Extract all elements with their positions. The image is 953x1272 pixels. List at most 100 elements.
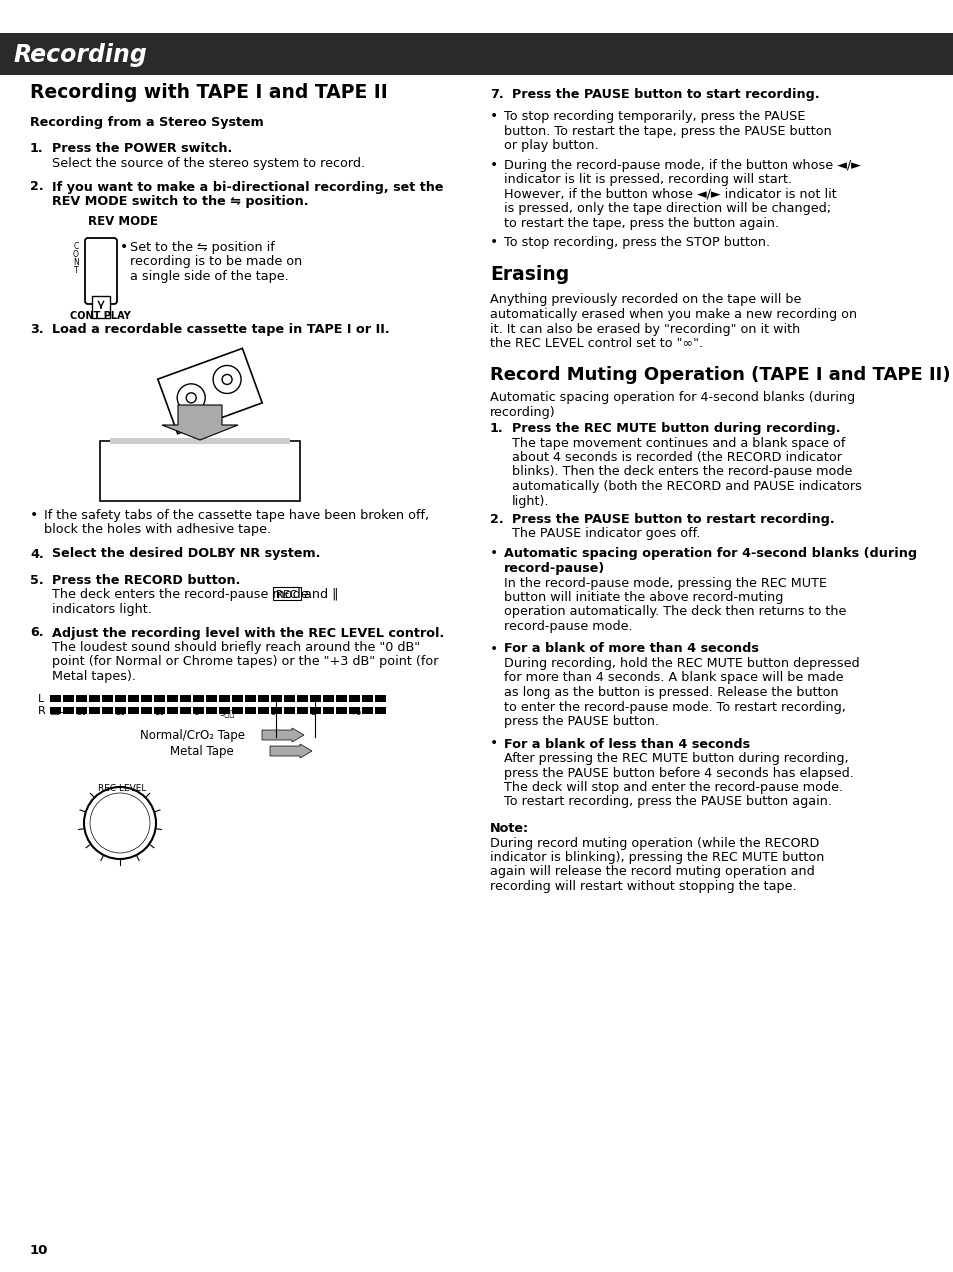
Text: 1.: 1. xyxy=(490,422,503,435)
Text: The deck will stop and enter the record-pause mode.: The deck will stop and enter the record-… xyxy=(503,781,842,794)
Text: as long as the button is pressed. Release the button: as long as the button is pressed. Releas… xyxy=(503,686,838,700)
Text: To restart recording, press the PAUSE button again.: To restart recording, press the PAUSE bu… xyxy=(503,795,831,809)
Bar xyxy=(335,707,347,714)
Text: During record muting operation (while the RECORD: During record muting operation (while th… xyxy=(490,837,819,850)
Text: Normal/CrO₂ Tape: Normal/CrO₂ Tape xyxy=(140,729,245,742)
Text: Erasing: Erasing xyxy=(490,265,569,284)
Text: •: • xyxy=(490,109,497,123)
Text: REC: REC xyxy=(275,590,296,600)
Text: C: C xyxy=(73,242,78,251)
Bar xyxy=(232,707,243,714)
Text: +6: +6 xyxy=(349,709,361,717)
Text: again will release the record muting operation and: again will release the record muting ope… xyxy=(490,865,814,879)
Text: •: • xyxy=(490,547,497,561)
Text: Press the PAUSE button to restart recording.: Press the PAUSE button to restart record… xyxy=(512,513,834,527)
Text: or play button.: or play button. xyxy=(503,139,598,151)
Bar xyxy=(102,695,112,702)
Text: to restart the tape, press the button again.: to restart the tape, press the button ag… xyxy=(503,216,779,229)
FancyArrow shape xyxy=(262,728,304,742)
Bar xyxy=(63,707,74,714)
Bar xyxy=(128,695,139,702)
Bar xyxy=(141,695,152,702)
Text: is pressed, only the tape direction will be changed;: is pressed, only the tape direction will… xyxy=(503,202,830,215)
Bar xyxy=(219,707,230,714)
Bar xyxy=(63,695,74,702)
Text: During recording, hold the REC MUTE button depressed: During recording, hold the REC MUTE butt… xyxy=(503,658,859,670)
Text: for more than 4 seconds. A blank space will be made: for more than 4 seconds. A blank space w… xyxy=(503,672,842,684)
Text: In the record-pause mode, pressing the REC MUTE: In the record-pause mode, pressing the R… xyxy=(503,576,826,589)
Bar xyxy=(50,707,61,714)
Bar xyxy=(219,695,230,702)
Bar xyxy=(89,695,100,702)
Text: 3.: 3. xyxy=(30,323,44,336)
Bar xyxy=(91,296,110,318)
Bar xyxy=(180,695,191,702)
Text: block the holes with adhesive tape.: block the holes with adhesive tape. xyxy=(44,524,271,537)
Text: •: • xyxy=(30,508,38,522)
Text: For a blank of more than 4 seconds: For a blank of more than 4 seconds xyxy=(503,642,758,655)
Text: After pressing the REC MUTE button during recording,: After pressing the REC MUTE button durin… xyxy=(503,752,848,764)
Bar xyxy=(245,707,255,714)
Text: The deck enters the record-pause mode.: The deck enters the record-pause mode. xyxy=(52,588,313,600)
Text: 6: 6 xyxy=(193,709,198,717)
Text: The PAUSE indicator goes off.: The PAUSE indicator goes off. xyxy=(512,528,700,541)
Bar xyxy=(349,707,359,714)
Text: During the record-pause mode, if the button whose ◄/►: During the record-pause mode, if the but… xyxy=(503,159,860,172)
Bar xyxy=(100,441,299,501)
Text: R: R xyxy=(38,706,46,716)
Text: 4.: 4. xyxy=(30,547,44,561)
Text: To stop recording, press the STOP button.: To stop recording, press the STOP button… xyxy=(503,237,769,249)
Bar xyxy=(89,707,100,714)
Bar xyxy=(76,707,87,714)
Text: the REC LEVEL control set to "∞".: the REC LEVEL control set to "∞". xyxy=(490,337,702,350)
Text: indicators light.: indicators light. xyxy=(52,603,152,616)
Text: To stop recording temporarily, press the PAUSE: To stop recording temporarily, press the… xyxy=(503,109,804,123)
Text: blinks). Then the deck enters the record-pause mode: blinks). Then the deck enters the record… xyxy=(512,466,851,478)
Text: Anything previously recorded on the tape will be: Anything previously recorded on the tape… xyxy=(490,294,801,307)
Bar xyxy=(141,707,152,714)
Text: Recording from a Stereo System: Recording from a Stereo System xyxy=(30,116,263,128)
Text: point (for Normal or Chrome tapes) or the "+3 dB" point (for: point (for Normal or Chrome tapes) or th… xyxy=(52,655,438,669)
FancyBboxPatch shape xyxy=(273,586,301,600)
Text: Automatic spacing operation for 4-second blanks (during: Automatic spacing operation for 4-second… xyxy=(490,392,854,404)
Text: Recording: Recording xyxy=(14,43,148,67)
Text: automatically erased when you make a new recording on: automatically erased when you make a new… xyxy=(490,308,856,321)
Text: 3: 3 xyxy=(310,709,315,717)
Text: •: • xyxy=(490,736,497,750)
Bar xyxy=(349,695,359,702)
Text: 30: 30 xyxy=(76,709,87,717)
Text: record-pause mode.: record-pause mode. xyxy=(503,619,632,633)
Text: indicator is blinking), pressing the REC MUTE button: indicator is blinking), pressing the REC… xyxy=(490,851,823,864)
Text: However, if the button whose ◄/► indicator is not lit: However, if the button whose ◄/► indicat… xyxy=(503,187,836,201)
Text: Record Muting Operation (TAPE I and TAPE II): Record Muting Operation (TAPE I and TAPE… xyxy=(490,365,949,383)
Text: automatically (both the RECORD and PAUSE indicators: automatically (both the RECORD and PAUSE… xyxy=(512,480,861,494)
Text: about 4 seconds is recorded (the RECORD indicator: about 4 seconds is recorded (the RECORD … xyxy=(512,452,841,464)
Text: 10: 10 xyxy=(153,709,164,717)
Bar xyxy=(232,695,243,702)
Text: 1.: 1. xyxy=(30,142,44,155)
Bar xyxy=(50,695,61,702)
Text: The tape movement continues and a blank space of: The tape movement continues and a blank … xyxy=(512,436,844,449)
Bar xyxy=(110,438,290,444)
Text: recording): recording) xyxy=(490,406,555,418)
Text: to enter the record-pause mode. To restart recording,: to enter the record-pause mode. To resta… xyxy=(503,701,845,714)
Bar xyxy=(310,707,320,714)
Bar xyxy=(271,695,282,702)
Bar xyxy=(167,695,178,702)
Text: 3㏐㏐: 3㏐㏐ xyxy=(219,709,234,717)
Bar xyxy=(375,707,386,714)
Text: REC LEVEL: REC LEVEL xyxy=(98,784,146,792)
Text: Press the RECORD button.: Press the RECORD button. xyxy=(52,574,240,586)
Polygon shape xyxy=(162,404,237,440)
Text: •: • xyxy=(490,235,497,249)
Text: O: O xyxy=(73,251,79,259)
FancyArrow shape xyxy=(270,744,312,758)
Text: Select the desired DOLBY NR system.: Select the desired DOLBY NR system. xyxy=(52,547,320,561)
Text: and ‖: and ‖ xyxy=(304,588,338,600)
Bar xyxy=(361,695,373,702)
Bar xyxy=(167,707,178,714)
Text: If you want to make a bi-directional recording, set the: If you want to make a bi-directional rec… xyxy=(52,181,443,193)
Bar xyxy=(193,707,204,714)
Text: Adjust the recording level with the REC LEVEL control.: Adjust the recording level with the REC … xyxy=(52,627,444,640)
Bar xyxy=(271,707,282,714)
